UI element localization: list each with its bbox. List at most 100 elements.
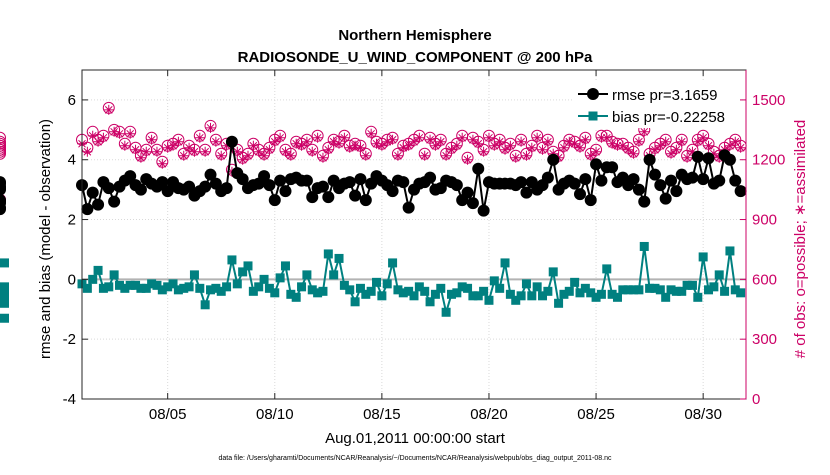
bias-point <box>227 255 237 265</box>
rmse-point <box>349 189 362 202</box>
bias-point <box>473 291 483 301</box>
obs-assimilated-point <box>483 132 494 143</box>
obs-assimilated-point <box>350 140 361 151</box>
y-tick-label: 6 <box>68 92 76 109</box>
rmse-point <box>225 135 238 148</box>
bias-point <box>259 274 269 284</box>
bias-point <box>414 282 424 292</box>
obs-assimilated-point <box>435 136 446 147</box>
obs-assimilated-point <box>109 126 120 137</box>
x-tick-label: 08/30 <box>684 406 722 423</box>
rmse-point <box>643 153 656 166</box>
y-tick-label: 0 <box>68 271 76 288</box>
obs-assimilated-point <box>607 138 618 149</box>
y-tick-label: 2 <box>68 212 76 229</box>
obs-assimilated-point <box>334 138 345 149</box>
obs-assimilated-point <box>516 136 527 147</box>
rmse-point <box>354 173 367 186</box>
bias-point <box>313 288 323 298</box>
obs-assimilated-point <box>569 138 580 149</box>
rmse-point <box>81 203 94 216</box>
bias-point <box>457 282 467 292</box>
rmse-point <box>134 183 147 196</box>
bias-point <box>361 289 371 299</box>
y2-tick-label: 0 <box>752 391 760 408</box>
obs-assimilated-point <box>93 136 104 147</box>
bias-point <box>248 286 258 296</box>
obs-assimilated-point <box>451 140 462 151</box>
bias-point <box>232 279 242 289</box>
x-tick-label: 08/25 <box>577 406 615 423</box>
obs-assimilated-point <box>135 152 146 163</box>
rmse-point <box>156 176 169 189</box>
obs-assimilated-point <box>275 132 286 143</box>
bias-point <box>586 288 596 298</box>
obs-assimilated-point <box>376 140 387 151</box>
rmse-point <box>124 170 137 183</box>
rmse-point <box>204 168 217 181</box>
obs-assimilated-point <box>387 134 398 145</box>
obs-assimilated-point <box>87 130 98 141</box>
bias-point <box>404 286 414 296</box>
obs-assimilated-point <box>532 132 543 143</box>
bias-point <box>559 289 569 299</box>
obs-assimilated-point <box>505 140 516 151</box>
data-file-footnote: data file: /Users/gharamti/Documents/NCA… <box>218 455 612 462</box>
rmse-point <box>402 201 415 214</box>
rmse-point <box>450 179 463 192</box>
bias-point <box>687 280 697 290</box>
obs-assimilated-point <box>575 142 585 153</box>
obs-assimilated-point <box>232 146 243 157</box>
obs-assimilated-point <box>666 148 677 159</box>
obs-assimilated-point <box>457 132 468 143</box>
obs-assimilated-point <box>526 142 537 153</box>
obs-assimilated-point <box>98 132 109 143</box>
bias-point <box>645 283 655 293</box>
bias-point <box>446 289 456 299</box>
obs-assimilated-point <box>130 144 141 155</box>
obs-assimilated-point <box>392 150 403 161</box>
obs-assimilated-point <box>478 146 489 157</box>
rmse-point <box>461 186 474 199</box>
obs-assimilated-point <box>259 150 270 161</box>
rmse-point <box>547 153 560 166</box>
bias-point <box>345 285 355 295</box>
obs-assimilated-point <box>671 144 682 155</box>
bias-point <box>302 270 312 280</box>
rmse-point <box>648 168 661 181</box>
rmse-point <box>574 188 586 201</box>
rmse-point <box>734 185 747 198</box>
obs-assimilated-point <box>414 132 425 143</box>
rmse-point <box>568 177 581 190</box>
rmse-point <box>263 179 276 192</box>
bias-point <box>629 285 639 295</box>
obs-assimilated-point <box>189 146 200 157</box>
rmse-point <box>274 174 287 187</box>
obs-assimilated-point <box>216 150 227 161</box>
bias-point <box>463 283 473 293</box>
bias-point <box>393 285 403 295</box>
bias-point <box>468 291 478 301</box>
bias-point <box>0 286 9 296</box>
bias-point <box>168 279 178 289</box>
bias-point <box>693 292 703 302</box>
rmse-point <box>300 174 313 187</box>
bias-point <box>666 285 676 295</box>
rmse-point <box>322 191 335 204</box>
obs-assimilated-point <box>200 146 211 157</box>
legend-box <box>574 82 740 128</box>
bias-point <box>591 292 601 302</box>
rmse-point <box>108 195 121 208</box>
bias-point <box>388 258 398 268</box>
legend-bias-marker <box>588 111 598 121</box>
obs-assimilated-point <box>344 142 355 153</box>
obs-assimilated-point <box>307 146 318 157</box>
bias-point <box>254 282 264 292</box>
bias-point <box>291 292 301 302</box>
obs-assimilated-point <box>430 140 441 151</box>
obs-assimilated-point <box>119 140 130 151</box>
bias-point <box>495 283 505 293</box>
obs-assimilated-point <box>339 132 350 143</box>
bias-point <box>720 286 730 296</box>
obs-assimilated-point <box>628 148 639 159</box>
